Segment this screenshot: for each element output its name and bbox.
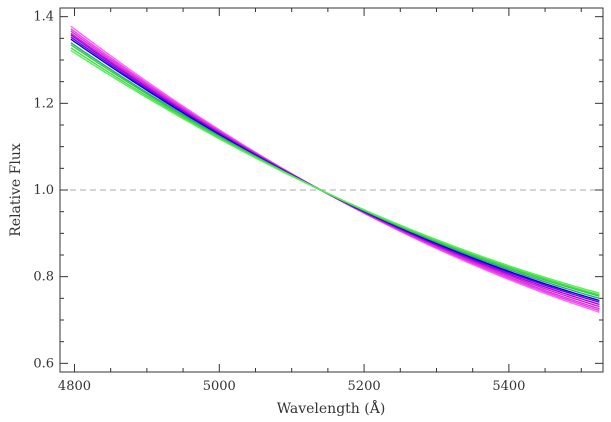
series-line [70,49,600,294]
series-line [70,44,600,297]
y-tick-label: 1.2 [33,96,54,111]
series-group [70,25,600,313]
x-tick-label: 4800 [58,379,91,394]
series-line [70,38,600,302]
y-tick-label: 0.8 [33,270,54,285]
series-line [70,36,600,303]
series-line [70,28,600,312]
x-tick-label: 5200 [348,379,381,394]
series-line [70,34,600,306]
series-line [70,30,600,310]
series-line [70,42,600,300]
x-tick-label: 5400 [492,379,525,394]
y-tick-label: 0.6 [33,356,54,371]
y-tick-label: 1.4 [33,10,54,25]
y-axis-label: Relative Flux [8,143,24,237]
axis-ticks [60,8,603,372]
x-tick-label: 5000 [203,379,236,394]
x-axis-label: Wavelength (Å) [277,399,386,417]
y-tick-label: 1.0 [33,183,54,198]
tick-labels: 4800 5000 5200 5400 0.6 0.8 1.0 1.2 1.4 [33,10,525,394]
series-line [70,32,600,308]
